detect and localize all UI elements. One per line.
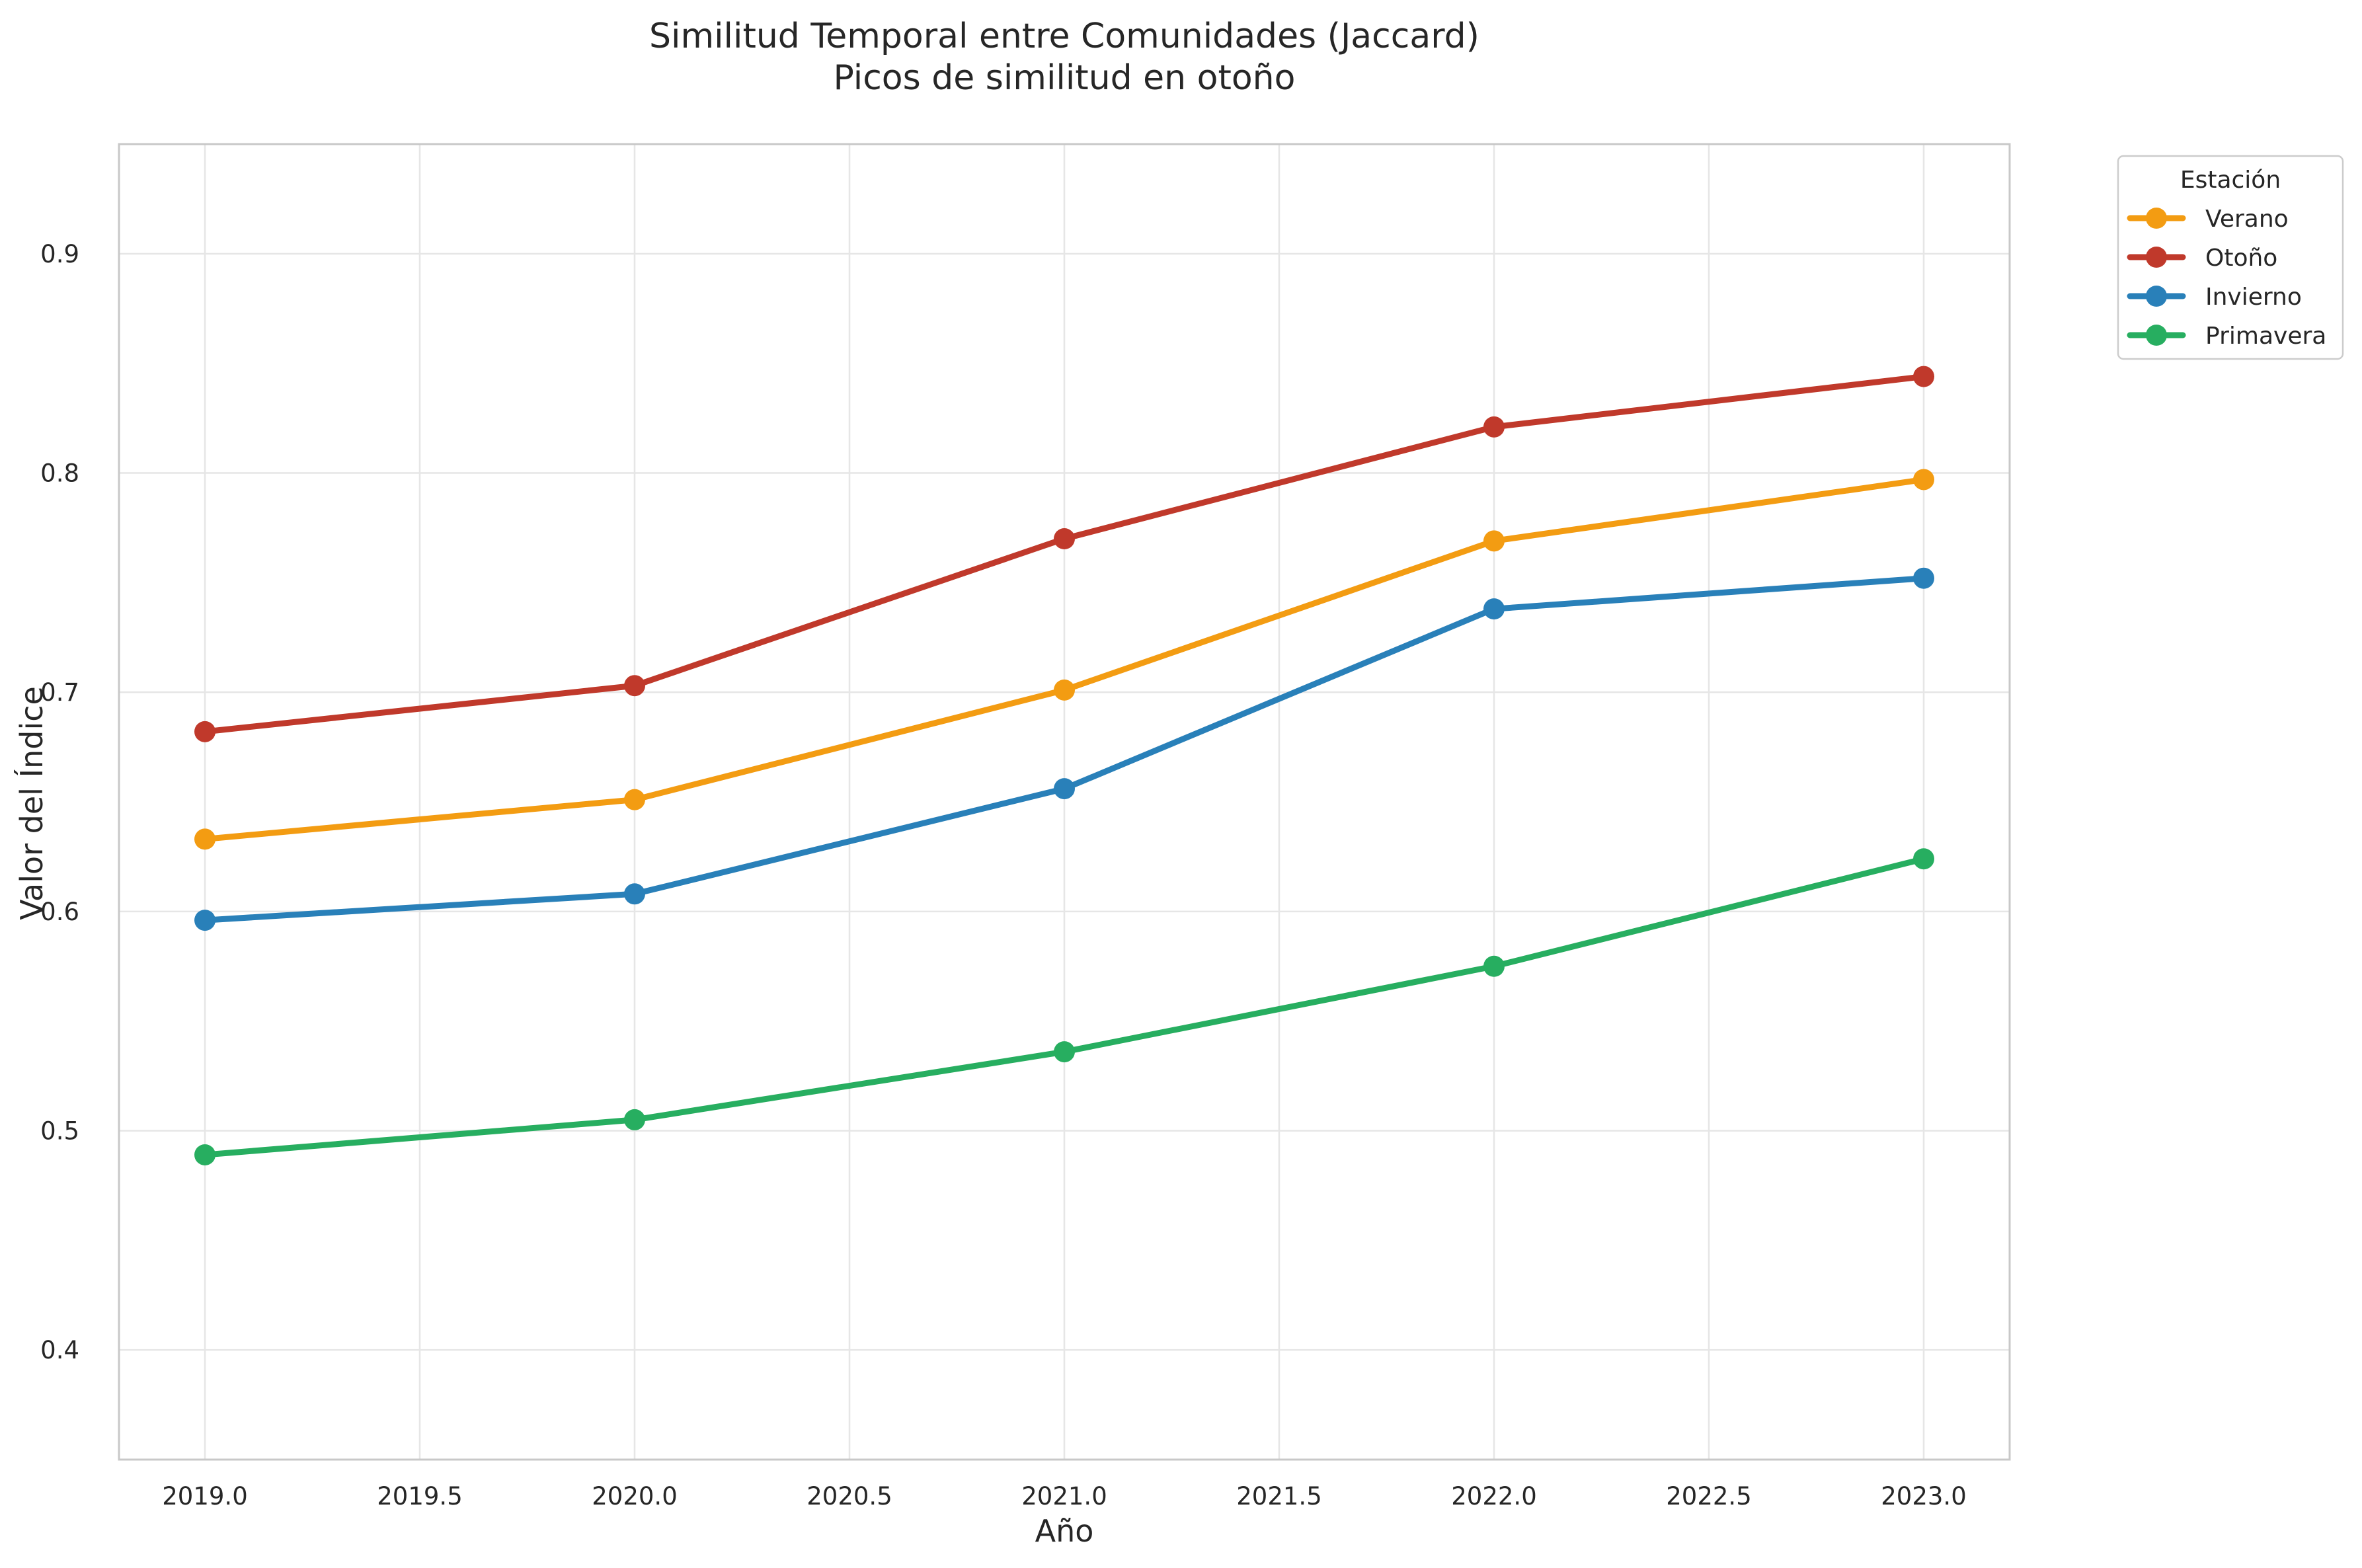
x-tick-label: 2020.0 <box>592 1482 677 1510</box>
legend-item: Invierno <box>2127 284 2302 311</box>
series-verano <box>194 469 1934 850</box>
data-point <box>194 1144 216 1165</box>
data-point <box>1054 778 1075 800</box>
x-tick-label: 2021.5 <box>1236 1482 1321 1510</box>
data-point <box>1054 1041 1075 1063</box>
y-tick-label: 0.7 <box>40 678 79 707</box>
legend-marker-swatch <box>2146 325 2167 346</box>
chart-title: Similitud Temporal entre Comunidades (Ja… <box>649 17 1479 56</box>
data-point <box>1483 598 1505 620</box>
x-tick-label: 2022.5 <box>1666 1482 1751 1510</box>
legend-label: Verano <box>2205 206 2289 233</box>
data-point <box>194 828 216 850</box>
data-point <box>624 1109 645 1130</box>
data-point <box>624 883 645 905</box>
y-tick-label: 0.8 <box>40 459 79 488</box>
x-tick-label: 2021.0 <box>1021 1482 1107 1510</box>
plot-area-frame <box>118 143 2011 1461</box>
legend-item: Otoño <box>2127 245 2277 272</box>
x-tick-label: 2019.0 <box>162 1482 247 1510</box>
x-tick-label: 2022.0 <box>1451 1482 1536 1510</box>
legend-label: Otoño <box>2205 245 2277 272</box>
legend-items: Verano Otoño Invierno Primavera <box>2127 206 2326 350</box>
y-tick-label: 0.5 <box>40 1117 79 1146</box>
data-point <box>194 910 216 931</box>
legend-marker-swatch <box>2146 247 2167 268</box>
x-tick-label: 2023.0 <box>1881 1482 1966 1510</box>
legend-label: Invierno <box>2205 284 2302 311</box>
data-point <box>1913 469 1934 490</box>
data-point <box>1054 528 1075 549</box>
chart-subtitle: Picos de similitud en otoño <box>834 58 1296 98</box>
legend-marker-swatch <box>2146 208 2167 229</box>
series-otoño <box>194 366 1934 742</box>
legend-label: Primavera <box>2205 323 2326 350</box>
legend-item: Verano <box>2127 206 2289 233</box>
y-axis-ticks: 0.4 0.5 0.6 0.7 0.8 0.9 <box>40 240 79 1364</box>
legend-item: Primavera <box>2127 323 2326 350</box>
x-tick-label: 2019.5 <box>377 1482 462 1510</box>
data-point <box>624 675 645 697</box>
data-point <box>194 721 216 742</box>
series-group <box>194 366 1934 1165</box>
data-point <box>1913 366 1934 387</box>
data-point <box>624 789 645 810</box>
y-tick-label: 0.4 <box>40 1336 79 1364</box>
legend-box <box>2117 155 2344 360</box>
x-tick-label: 2020.5 <box>807 1482 892 1510</box>
data-point <box>1913 567 1934 589</box>
y-axis-label: Valor del Índice <box>14 686 50 920</box>
data-point <box>1054 679 1075 701</box>
legend-marker-swatch <box>2146 286 2167 307</box>
y-tick-label: 0.9 <box>40 240 79 268</box>
series-primavera <box>194 848 1934 1165</box>
legend-title: Estación <box>2180 167 2281 194</box>
x-axis-ticks: 2019.0 2019.5 2020.0 2020.5 2021.0 2021.5 2022… <box>162 1482 1966 1510</box>
data-point <box>1483 530 1505 552</box>
y-tick-label: 0.6 <box>40 898 79 926</box>
data-point <box>1483 955 1505 977</box>
legend: Estación Verano Otoño Invierno Primavera <box>2117 155 2344 360</box>
grid <box>119 144 2010 1460</box>
data-point <box>1913 848 1934 870</box>
series-invierno <box>194 567 1934 931</box>
x-axis-label: Año <box>1035 1513 1094 1549</box>
data-point <box>1483 416 1505 438</box>
